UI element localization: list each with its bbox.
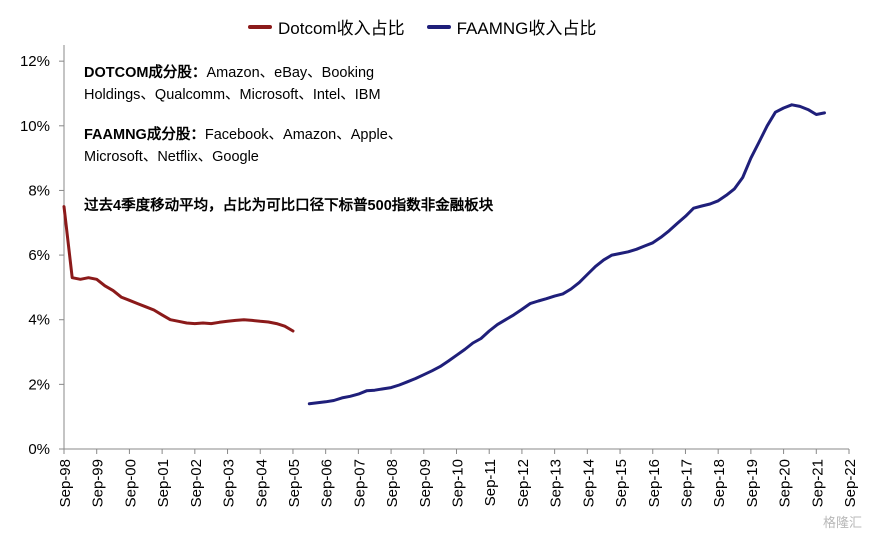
dotcom-note-list2: Holdings、Qualcomm、Microsoft、Intel、IBM (84, 87, 381, 103)
x-tick-label: Sep-16 (646, 459, 663, 507)
watermark-logo: 格隆汇 (822, 515, 862, 530)
legend-swatch-faamng (426, 24, 451, 29)
x-tick-label: Sep-12 (515, 459, 532, 507)
faamng-note-list1: Facebook、Amazon、Apple、 (204, 127, 403, 143)
x-tick-label: Sep-13 (548, 459, 565, 507)
x-tick-label: Sep-18 (711, 459, 728, 507)
dotcom-note-line1: DOTCOM成分股：Amazon、eBay、Booking (84, 62, 381, 84)
y-tick-label: 4% (28, 312, 50, 329)
dotcom-constituents-note: DOTCOM成分股：Amazon、eBay、Booking Holdings、Q… (84, 62, 381, 106)
x-tick-label: Sep-01 (155, 459, 172, 507)
x-tick-label: Sep-03 (221, 459, 238, 507)
y-tick-label: 8% (28, 182, 50, 199)
chart-legend: Dotcom收入占比 FAAMNG收入占比 (248, 14, 618, 39)
y-tick-label: 0% (28, 441, 50, 458)
x-tick-label: Sep-99 (90, 459, 107, 507)
x-tick-label: Sep-00 (122, 459, 139, 507)
legend-label-dotcom: Dotcom收入占比 (278, 19, 405, 38)
y-tick-label: 12% (20, 53, 50, 70)
x-tick-label: Sep-21 (809, 459, 826, 507)
x-tick-label: Sep-06 (319, 459, 336, 507)
y-tick-label: 6% (28, 247, 50, 264)
methodology-note: 过去4季度移动平均，占比为可比口径下标普500指数非金融板块 (84, 198, 494, 214)
x-tick-label: Sep-04 (253, 459, 270, 507)
x-tick-label: Sep-20 (777, 459, 794, 507)
x-tick-label: Sep-09 (417, 459, 434, 507)
y-tick-label: 2% (28, 376, 50, 393)
series-line-faamng (307, 103, 826, 406)
y-tick-label: 10% (20, 118, 50, 135)
series-line-dotcom (62, 205, 295, 333)
x-tick-label: Sep-17 (678, 459, 695, 507)
faamng-note-list2: Microsoft、Netflix、Google (84, 149, 259, 165)
x-tick-label: Sep-10 (450, 459, 467, 507)
x-tick-label: Sep-14 (580, 459, 597, 507)
x-tick-label: Sep-02 (188, 459, 205, 507)
dotcom-note-list1: Amazon、eBay、Booking (206, 65, 375, 81)
x-tick-label: Sep-08 (384, 459, 401, 507)
legend-item-dotcom: Dotcom收入占比 (248, 14, 405, 39)
chart-axes: 0% 2% 4% 6% 8% 10% 12% Sep-98 Sep-99 Sep-00 Sep-01… (20, 45, 859, 507)
x-tick-label: Sep-07 (351, 459, 368, 507)
x-tick-label: Sep-11 (482, 459, 499, 506)
legend-swatch-dotcom (248, 24, 272, 29)
dotcom-note-title: DOTCOM成分股： (84, 65, 207, 81)
legend-label-faamng: FAAMNG收入占比 (456, 19, 597, 38)
legend-item-faamng: FAAMNG收入占比 (426, 14, 597, 39)
x-tick-label: Sep-98 (57, 459, 74, 507)
faamng-note-line1: FAAMNG成分股：Facebook、Amazon、Apple、 (84, 124, 402, 146)
x-tick-label: Sep-22 (842, 459, 859, 507)
faamng-note-title: FAAMNG成分股： (84, 127, 205, 143)
x-tick-label: Sep-19 (744, 459, 761, 507)
chart-series (62, 103, 826, 406)
x-tick-label: Sep-05 (286, 459, 303, 507)
x-tick-label: Sep-15 (613, 459, 630, 507)
faamng-constituents-note: FAAMNG成分股：Facebook、Amazon、Apple、 Microso… (84, 124, 402, 168)
